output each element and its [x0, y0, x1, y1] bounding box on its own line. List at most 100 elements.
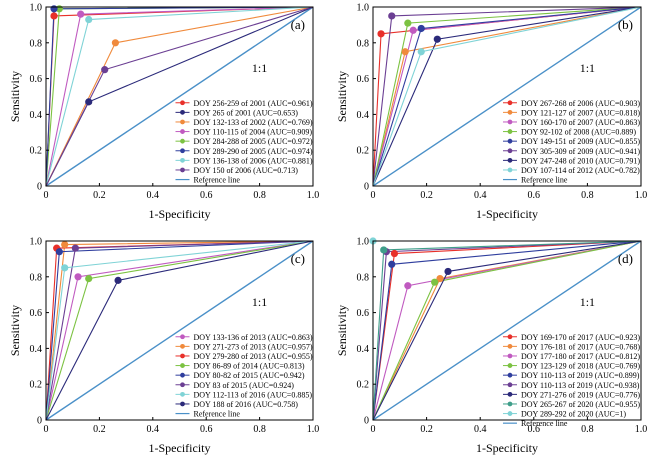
roc-point-8 [101, 66, 109, 74]
x-tick-label: 0 [44, 190, 49, 201]
y-tick-label: 0.8 [357, 38, 370, 49]
x-tick-label: 0.6 [528, 424, 541, 435]
x-tick-label: 0.8 [581, 190, 594, 201]
roc-point-1 [390, 249, 399, 258]
x-tick-label: 0.2 [93, 190, 106, 201]
x-axis-title: 1-Specificity [149, 207, 211, 221]
legend-marker [180, 119, 185, 125]
reference-line [372, 6, 642, 187]
roc-point-5 [55, 248, 63, 256]
legend-marker [180, 157, 185, 163]
legend-marker [507, 167, 513, 173]
x-tick-label: 0.4 [474, 190, 487, 201]
legend-marker [507, 363, 513, 368]
y-tick-label: 0.2 [357, 380, 370, 391]
x-axis-title: 1-Specificity [476, 441, 538, 455]
roc-point-5 [388, 260, 396, 268]
legend-item: DOY 80-82 of 2015 (AUC=0.942) [193, 371, 304, 380]
plot-frame [372, 6, 642, 187]
diagonal-label: 1:1 [252, 295, 267, 309]
legend-marker [507, 411, 513, 416]
legend-item: DOY 136-138 of 2006 (AUC=0.881) [193, 156, 312, 165]
legend-item: DOY 284-288 of 2005 (AUC=0.972) [193, 137, 312, 146]
diagonal-label: 1:1 [580, 295, 595, 309]
legend-marker [180, 129, 185, 134]
legend-marker [180, 167, 185, 173]
roc-point-2 [85, 98, 93, 106]
x-tick-label: 0.2 [93, 424, 106, 435]
legend-marker [180, 148, 185, 154]
x-tick-label: 0.8 [581, 424, 594, 435]
legend-marker [180, 100, 185, 106]
roc-point-1 [74, 273, 82, 281]
roc-point-6 [388, 12, 396, 20]
y-axis-title: Sensitivity [8, 71, 22, 122]
y-axis-title: Sensitivity [335, 305, 349, 356]
reference-line [45, 6, 314, 187]
roc-point-3 [409, 26, 417, 34]
roc-point-2 [436, 274, 444, 283]
legend-item: DOY 265-267 of 2020 (AUC=0.955) [521, 400, 640, 409]
y-tick-label: 0.4 [30, 344, 43, 355]
panel-label: (c) [291, 251, 305, 266]
y-tick-label: 0.6 [30, 308, 43, 319]
legend-item: DOY 247-248 of 2010 (AUC=0.791) [521, 156, 640, 165]
x-tick-label: 0.4 [474, 424, 487, 435]
y-axis-title: Sensitivity [335, 71, 349, 122]
y-tick-label: 0.4 [30, 110, 43, 121]
y-tick-label: 0.6 [357, 74, 370, 85]
roc-point-1 [377, 30, 385, 38]
roc-panel-a: 00 0.2 0.2 0.4 0.4 0.6 0.6 0.8 0.8 1.0 1.0 1-Specif… [8, 3, 319, 222]
x-tick-label: 0.6 [528, 190, 541, 201]
x-tick-label: 0.4 [147, 190, 160, 201]
y-tick-label: 0.4 [357, 110, 370, 121]
legend-item: DOY 256-259 of 2001 (AUC=0.961) [193, 99, 312, 108]
y-tick-label: 0.8 [30, 38, 43, 49]
roc-point-8 [114, 276, 122, 284]
legend-item: DOY 289-290 of 2005 (AUC=0.974) [193, 147, 312, 156]
y-tick-label: 0 [37, 182, 42, 193]
y-tick-label: 0.2 [357, 146, 370, 157]
legend-marker [180, 334, 185, 340]
legend-marker [507, 109, 513, 115]
x-tick-label: 0 [371, 424, 376, 435]
roc-point-4 [431, 278, 439, 286]
legend-item: DOY 279-280 of 2013 (AUC=0.955) [193, 352, 312, 361]
roc-point-3 [111, 39, 120, 47]
roc-point-5 [417, 24, 425, 33]
reference-line [45, 240, 314, 421]
roc-point-7 [433, 35, 441, 43]
reference-line [372, 240, 642, 421]
legend-item: DOY 177-180 of 2017 (AUC=0.812) [521, 352, 640, 361]
legend-marker [507, 334, 513, 340]
x-tick-label: 0.8 [253, 190, 266, 201]
panel-label: (a) [291, 17, 305, 32]
plot-frame [45, 6, 314, 187]
y-tick-label: 0.2 [30, 146, 43, 157]
x-tick-label: 0 [44, 424, 49, 435]
legend-marker [180, 391, 185, 397]
roc-point-3 [404, 282, 412, 290]
roc-point-7 [444, 267, 452, 276]
legend-marker [180, 343, 185, 349]
roc-point-7 [85, 15, 93, 24]
legend-item: DOY 121-127 of 2007 (AUC=0.818) [521, 108, 640, 117]
legend-marker [507, 138, 513, 144]
legend-item: DOY 110-113 of 2019 (AUC=0.938) [521, 381, 640, 390]
legend-item: DOY 271-273 of 2013 (AUC=0.957) [193, 342, 312, 351]
legend-item: DOY 169-170 of 2017 (AUC=0.923) [521, 333, 640, 342]
legend-item: DOY 107-114 of 2012 (AUC=0.782) [521, 166, 640, 175]
legend-item: DOY 289-292 of 2020 (AUC=1) [521, 410, 626, 419]
legend-item: DOY 110-113 of 2019 (AUC=0.899) [521, 371, 640, 380]
y-tick-label: 0.8 [357, 272, 370, 283]
legend-item: DOY 271-276 of 2019 (AUC=0.776) [521, 390, 640, 399]
x-tick-label: 0 [371, 190, 376, 201]
legend-reference-label: Reference line [521, 419, 568, 428]
legend-item: DOY 176-181 of 2017 (AUC=0.768) [521, 342, 640, 351]
legend-marker [507, 148, 513, 154]
x-tick-label: 1.0 [635, 190, 648, 201]
y-tick-label: 0 [364, 182, 369, 193]
x-tick-label: 0.6 [200, 424, 213, 435]
legend-marker [507, 100, 513, 106]
